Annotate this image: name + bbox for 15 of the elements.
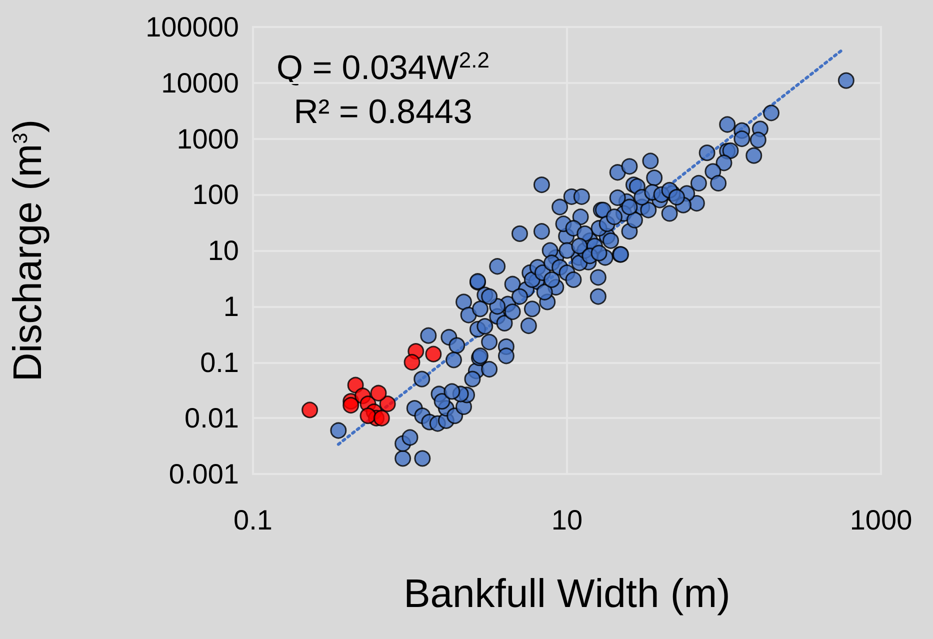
y-tick-label: 1 (223, 290, 239, 322)
y-tick-label: 100000 (146, 12, 239, 42)
y-tick-label: 1000 (176, 123, 239, 154)
y-tick-label: 100 (192, 179, 239, 210)
y-tick-label: 0.001 (168, 458, 239, 490)
x-axis-title: Bankfull Width (m) (404, 572, 730, 616)
y-tick-label: 0.01 (184, 402, 239, 434)
y-tick-label: 10000 (161, 67, 239, 98)
x-tick-label: 10 (551, 504, 583, 536)
y-tick-label: 10 (208, 235, 239, 266)
annotation: R² = 0.8443 (294, 93, 472, 131)
y-tick-label: 0.1 (200, 346, 239, 378)
x-tick-label: 0.1 (234, 504, 272, 536)
y-axis-title: Discharge (m3) (6, 119, 50, 382)
x-tick-label: 1000 (850, 504, 912, 536)
